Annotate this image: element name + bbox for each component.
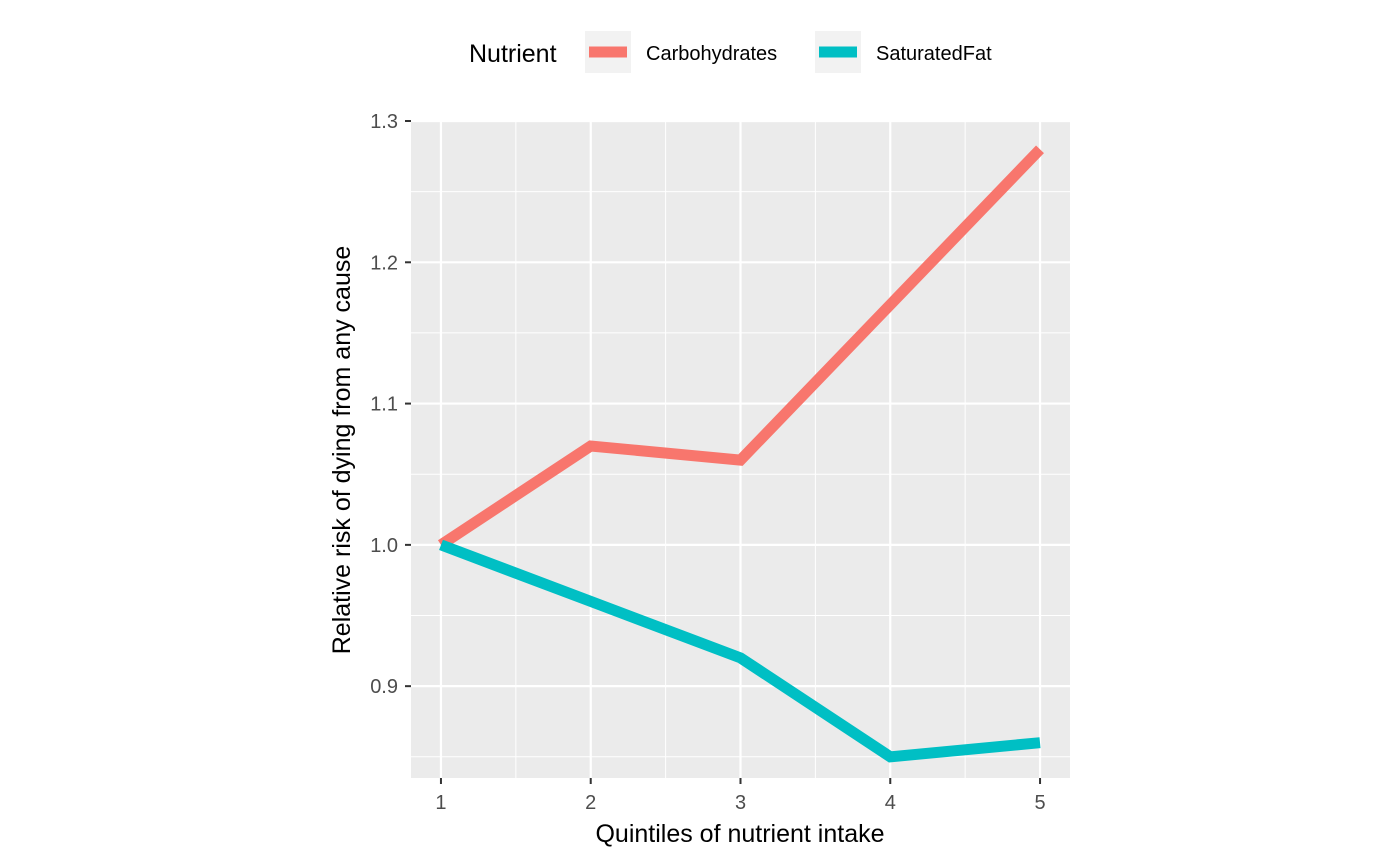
y-tick-label: 1.1	[370, 394, 398, 416]
x-tick-label: 5	[1034, 792, 1045, 814]
x-axis-title: Quintiles of nutrient intake	[595, 820, 884, 848]
x-tick-label: 1	[435, 792, 446, 814]
y-tick-label: 1.3	[370, 111, 398, 133]
y-axis: 0.9 1.0 1.1 1.2 1.3	[370, 111, 411, 698]
y-tick-label: 1.2	[370, 252, 398, 274]
x-tick-label: 2	[585, 792, 596, 814]
legend-label-saturatedfat: SaturatedFat	[876, 43, 992, 65]
legend-label-carbohydrates: Carbohydrates	[646, 43, 777, 65]
x-tick-label: 3	[735, 792, 746, 814]
y-tick-label: 0.9	[370, 676, 398, 698]
legend: Nutrient Carbohydrates SaturatedFat	[469, 31, 992, 73]
y-axis-title: Relative risk of dying from any cause	[328, 246, 356, 655]
series-line-saturatedfat	[439, 539, 1041, 763]
series-line-carbohydrates	[437, 145, 1044, 550]
x-tick-label: 4	[885, 792, 896, 814]
y-tick-label: 1.0	[370, 535, 398, 557]
x-axis: 1 2 3 4 5	[435, 778, 1046, 814]
series-lines	[437, 145, 1044, 763]
legend-title: Nutrient	[469, 40, 557, 68]
